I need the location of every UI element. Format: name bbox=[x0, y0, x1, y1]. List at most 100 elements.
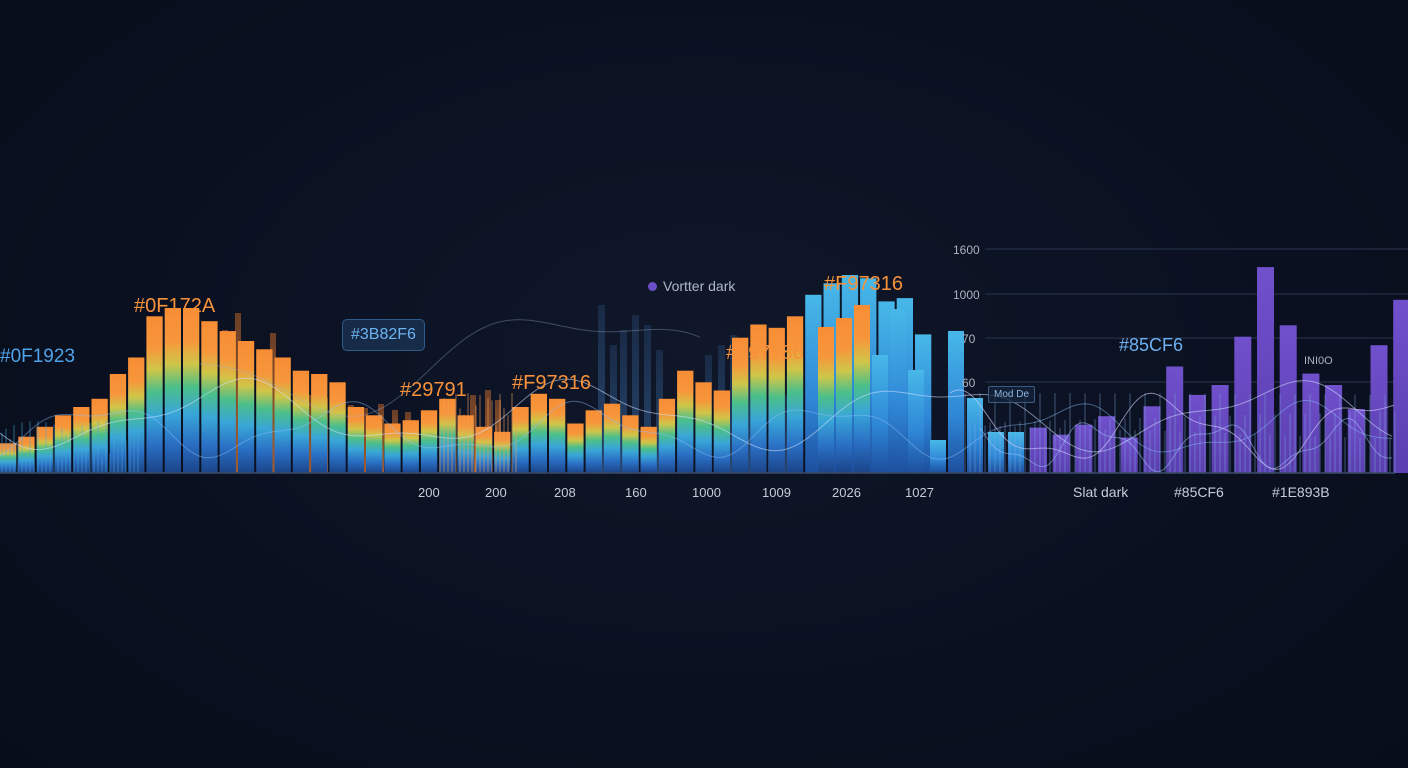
tall-bar bbox=[948, 331, 964, 473]
tall-bar bbox=[988, 432, 1004, 473]
tall-bar bbox=[872, 355, 888, 473]
spectrum-bar bbox=[329, 382, 346, 474]
spectrum-bar bbox=[292, 370, 310, 473]
spectrum-bar bbox=[311, 374, 328, 473]
label-purple: #85CF6 bbox=[1119, 335, 1184, 355]
spectrum-bar bbox=[530, 393, 547, 473]
spectrum-bar bbox=[786, 316, 804, 474]
grid-lines bbox=[985, 248, 1408, 383]
spectrum-bar bbox=[54, 415, 72, 474]
spectrum-bar bbox=[219, 331, 236, 473]
ghost-bar bbox=[362, 408, 368, 473]
label-right-orange-1: #297186 bbox=[726, 342, 804, 364]
tall-bar bbox=[818, 327, 834, 473]
spectrum-bar bbox=[128, 357, 145, 473]
x-tick: 1009 bbox=[762, 485, 791, 500]
spectrum-bar bbox=[695, 382, 712, 474]
x-tick: 208 bbox=[554, 485, 576, 500]
spectrum-bar bbox=[750, 324, 767, 473]
y-tick: 70 bbox=[962, 332, 976, 346]
wave-line bbox=[0, 377, 1393, 453]
spectrum-bar bbox=[420, 410, 438, 473]
purple-bar bbox=[1075, 424, 1093, 473]
tall-bar bbox=[1008, 432, 1024, 473]
purple-bar bbox=[1347, 409, 1365, 473]
tall-bar bbox=[930, 440, 946, 473]
tall-bar bbox=[854, 305, 870, 473]
spectrum-bar bbox=[677, 370, 694, 473]
ghost-bar bbox=[644, 325, 651, 473]
wave-line bbox=[949, 389, 1395, 470]
ghost-bar bbox=[620, 330, 627, 473]
spectrum-bar bbox=[512, 407, 529, 473]
spectrum-bar bbox=[73, 407, 90, 473]
x-tick: 1027 bbox=[905, 485, 934, 500]
ghost-bar bbox=[598, 305, 605, 473]
right-x-label: #85CF6 bbox=[1174, 484, 1224, 500]
spectrum-bar bbox=[640, 426, 657, 473]
spectrum-bar bbox=[732, 337, 749, 473]
wave-line bbox=[979, 417, 1393, 473]
purple-bar bbox=[1098, 416, 1116, 473]
x-tick: 2026 bbox=[832, 485, 861, 500]
main-bars bbox=[0, 275, 1024, 474]
legend-label: Vortter dark bbox=[663, 278, 736, 294]
purple-bar bbox=[1030, 427, 1047, 473]
spectrum-bar bbox=[567, 423, 584, 473]
spectrum-bar bbox=[384, 423, 401, 473]
x-tick: 1000 bbox=[692, 485, 721, 500]
spectrum-bar bbox=[549, 398, 566, 474]
wave-line bbox=[0, 400, 1393, 460]
x-tick: 200 bbox=[418, 485, 440, 500]
label-orange-peak: #0F172A bbox=[134, 295, 216, 317]
spectrum-bar bbox=[183, 308, 200, 473]
right-x-label: #1E893B bbox=[1272, 484, 1330, 500]
x-tick: 200 bbox=[485, 485, 507, 500]
spectrum-bar bbox=[347, 407, 364, 473]
tall-bar bbox=[836, 318, 852, 473]
small-box-label: Mod De bbox=[988, 386, 1036, 403]
spectrum-bar bbox=[494, 431, 511, 474]
y-tick: 1000 bbox=[953, 288, 980, 302]
purple-bar bbox=[1234, 336, 1252, 473]
purple-bars bbox=[1030, 267, 1408, 473]
purple-bar bbox=[1257, 267, 1274, 473]
ghost-bar bbox=[270, 333, 276, 473]
spectrum-bar bbox=[658, 398, 676, 474]
purple-bar bbox=[1052, 434, 1070, 473]
purple-bar bbox=[1394, 304, 1408, 473]
label-left-edge: #0F1923 bbox=[0, 346, 76, 367]
purple-bar bbox=[1166, 366, 1184, 473]
legend-dot bbox=[648, 281, 657, 291]
purple-bar bbox=[1211, 385, 1229, 473]
spectrum-bar bbox=[585, 410, 602, 473]
spectrum-bar bbox=[439, 398, 456, 474]
spectrum-bar bbox=[91, 398, 108, 474]
spectrum-bar bbox=[366, 415, 383, 474]
spectrum-bar bbox=[622, 415, 639, 474]
spectrum-bar bbox=[237, 341, 255, 473]
thin-lines bbox=[1, 393, 1396, 473]
tall-bar bbox=[967, 398, 983, 473]
curves bbox=[0, 319, 1395, 473]
spectrum-bar bbox=[402, 420, 419, 473]
spectrum-bar bbox=[201, 321, 218, 473]
label-purple-small: INI0O bbox=[1304, 355, 1333, 367]
tall-bar bbox=[908, 370, 924, 473]
label-right-orange-2: #F97316 bbox=[824, 273, 903, 295]
tall-bar bbox=[890, 309, 906, 473]
spectrum-bar bbox=[805, 294, 822, 473]
purple-bar bbox=[1279, 325, 1297, 473]
spectrum-bar bbox=[0, 443, 17, 473]
spectrum-bar bbox=[146, 316, 163, 474]
spectrum-bar bbox=[603, 403, 621, 473]
ghost-bar bbox=[632, 315, 639, 473]
label-mid-orange-1: #29791 bbox=[400, 379, 467, 401]
x-tick: 160 bbox=[625, 485, 647, 500]
spectrum-bar bbox=[36, 426, 53, 473]
y-tick: 1600 bbox=[953, 243, 980, 257]
label-mid-orange-2: #F97316 bbox=[512, 372, 591, 394]
tag-blue-label: #3B82F6 bbox=[342, 319, 425, 351]
